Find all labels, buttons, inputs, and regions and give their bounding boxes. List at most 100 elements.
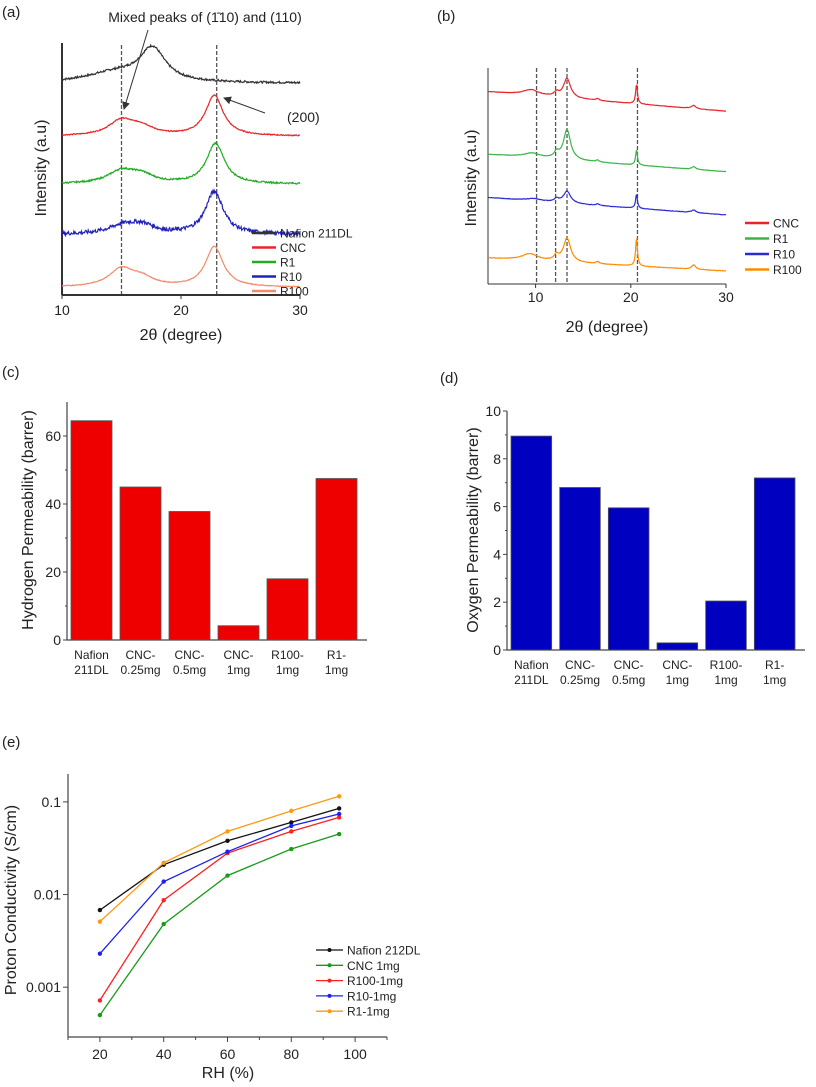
e-data-point bbox=[97, 919, 103, 924]
b-x-tick-label: 30 bbox=[718, 289, 734, 305]
a-legend-label: R100 bbox=[280, 285, 309, 299]
a-series-nafion-211dl bbox=[61, 43, 301, 85]
c-y-tick-label: 0 bbox=[53, 632, 61, 648]
c-bar bbox=[315, 478, 358, 641]
d-y-tick-label: 6 bbox=[493, 499, 501, 515]
c-ylabel: Hydrogen Permeability (barrer) bbox=[20, 410, 37, 630]
e-x-tick-label: 80 bbox=[284, 1046, 300, 1062]
a-annotation-200: (200) bbox=[287, 109, 320, 125]
b-series-r100 bbox=[487, 237, 727, 272]
a-ylabel: Intensity (a.u) bbox=[33, 120, 50, 217]
e-legend-label: Nafion 212DL bbox=[347, 944, 421, 958]
d-category-label: R100- bbox=[710, 658, 743, 672]
c-bar bbox=[168, 511, 211, 641]
a-annotation-mixed-peaks: Mixed peaks of (1̄10) and (110) bbox=[108, 9, 302, 25]
d-bar bbox=[559, 487, 601, 651]
c-category-label: CNC- bbox=[175, 648, 205, 662]
e-xlabel: RH (%) bbox=[202, 1065, 254, 1082]
a-legend-label: Nafion 211DL bbox=[280, 227, 353, 241]
e-data-point bbox=[225, 873, 230, 878]
e-x-tick-label: 40 bbox=[156, 1046, 172, 1062]
d-category-label: 0.25mg bbox=[560, 673, 600, 687]
e-x-tick-label: 20 bbox=[92, 1046, 108, 1062]
c-category-label: 1mg bbox=[227, 663, 250, 677]
e-data-point bbox=[97, 1012, 103, 1018]
a-series-r10 bbox=[61, 188, 301, 238]
c-bar bbox=[119, 486, 162, 641]
panel-label-c: (c) bbox=[2, 364, 20, 381]
c-category-label: CNC- bbox=[224, 648, 254, 662]
c-category-label: R100- bbox=[271, 648, 304, 662]
b-x-tick-label: 20 bbox=[623, 289, 639, 305]
e-legend-marker bbox=[327, 978, 332, 983]
b-legend-label: R100 bbox=[773, 263, 802, 277]
a-legend-label: R10 bbox=[280, 270, 302, 284]
e-legend-marker bbox=[327, 993, 332, 998]
d-category-label: 0.5mg bbox=[612, 673, 645, 687]
e-data-point bbox=[225, 838, 230, 844]
c-category-label: 1mg bbox=[276, 663, 299, 677]
d-category-label: CNC- bbox=[614, 658, 644, 672]
b-legend-label: CNC bbox=[773, 217, 799, 231]
e-data-point bbox=[289, 808, 294, 814]
e-data-point bbox=[336, 806, 342, 811]
d-y-tick-label: 4 bbox=[493, 546, 501, 562]
d-bar bbox=[607, 507, 650, 651]
e-legend-marker bbox=[327, 1009, 332, 1014]
panel-label-e: (e) bbox=[2, 734, 20, 751]
d-y-tick-label: 2 bbox=[493, 594, 501, 610]
c-category-label: 0.5mg bbox=[173, 663, 206, 677]
d-category-label: 1mg bbox=[714, 673, 737, 687]
e-legend-marker bbox=[327, 948, 332, 952]
e-data-point bbox=[336, 831, 342, 837]
panel-label-a: (a) bbox=[2, 4, 20, 21]
e-x-tick-label: 100 bbox=[343, 1046, 367, 1062]
e-data-point bbox=[336, 794, 342, 799]
b-legend-label: R10 bbox=[773, 248, 795, 262]
e-series-line bbox=[99, 833, 340, 1016]
e-legend-label: R100-1mg bbox=[347, 974, 403, 988]
e-legend-label: CNC 1mg bbox=[347, 959, 400, 973]
d-y-tick-label: 0 bbox=[493, 642, 501, 658]
panel-label-b: (b) bbox=[437, 8, 455, 25]
e-legend-label: R10-1mg bbox=[347, 989, 396, 1003]
b-xlabel: 2θ (degree) bbox=[566, 319, 649, 336]
e-data-point bbox=[336, 811, 342, 817]
d-category-label: 211DL bbox=[514, 673, 549, 687]
b-ylabel: Intensity (a.u) bbox=[463, 130, 480, 227]
e-ylabel: Proton Conductivity (S/cm) bbox=[3, 805, 20, 995]
c-category-label: 1mg bbox=[325, 663, 348, 677]
e-data-point bbox=[97, 951, 103, 956]
d-category-label: 1mg bbox=[763, 673, 786, 687]
a-legend-label: R1 bbox=[280, 256, 296, 270]
a-series-r100 bbox=[61, 245, 301, 288]
e-data-point bbox=[289, 846, 294, 852]
e-data-point bbox=[289, 829, 294, 834]
e-data-point bbox=[289, 820, 294, 825]
e-data-point bbox=[161, 860, 166, 866]
e-data-point bbox=[161, 879, 166, 884]
e-legend-label: R1-1mg bbox=[347, 1005, 390, 1019]
e-data-point bbox=[97, 998, 103, 1003]
e-y-tick-label: 0.001 bbox=[26, 979, 61, 995]
c-y-tick-label: 40 bbox=[45, 496, 61, 512]
d-y-tick-label: 10 bbox=[485, 403, 501, 419]
d-category-label: Nafion bbox=[514, 658, 549, 672]
b-legend-label: R1 bbox=[773, 232, 789, 246]
c-category-label: CNC- bbox=[126, 648, 156, 662]
a-x-tick-label: 20 bbox=[173, 302, 189, 318]
e-legend-marker bbox=[327, 963, 332, 968]
d-y-tick-label: 8 bbox=[493, 451, 501, 467]
d-category-label: CNC- bbox=[662, 658, 692, 672]
e-data-point bbox=[225, 829, 230, 834]
a-x-tick-label: 10 bbox=[54, 302, 70, 318]
c-category-label: 211DL bbox=[74, 663, 109, 677]
a-x-tick-label: 30 bbox=[292, 302, 308, 318]
c-bar bbox=[266, 578, 309, 641]
d-bar bbox=[656, 642, 699, 651]
a-series-cnc bbox=[61, 93, 300, 137]
d-bar bbox=[705, 600, 747, 651]
e-data-point bbox=[97, 907, 103, 913]
e-x-tick-label: 60 bbox=[220, 1046, 236, 1062]
